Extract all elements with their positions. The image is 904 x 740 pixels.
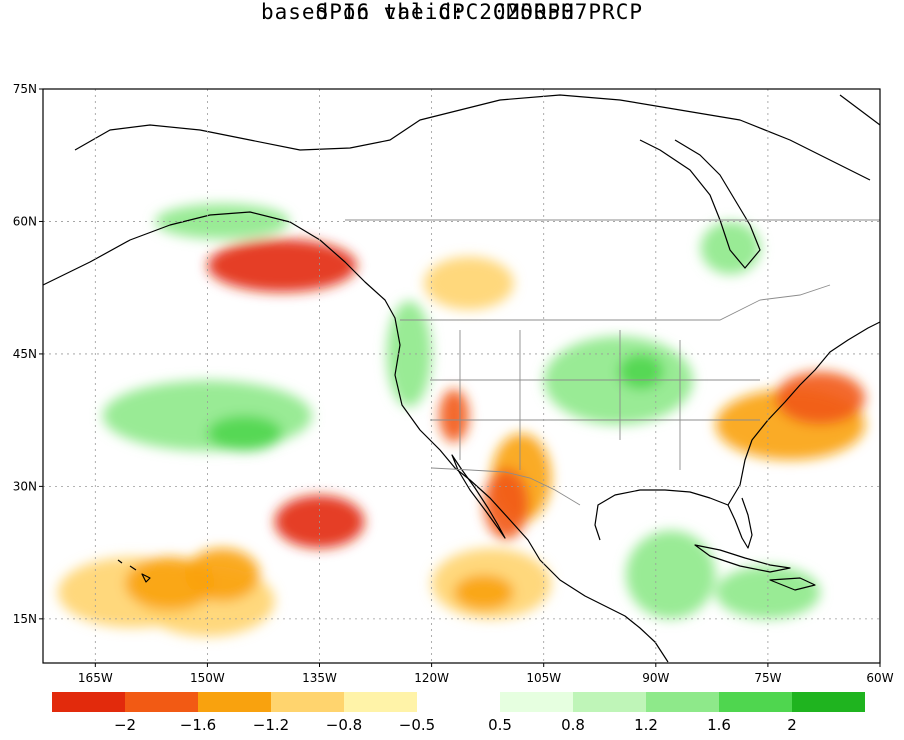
legend-label-dry: −1.6 bbox=[180, 716, 216, 734]
lon-label: 150W bbox=[190, 671, 225, 685]
legend-box-dry bbox=[198, 692, 271, 712]
lon-label: 75W bbox=[754, 671, 781, 685]
legend-label-dry: −1.2 bbox=[253, 716, 289, 734]
legend-label-wet: 1.2 bbox=[634, 716, 658, 734]
lon-label: 165W bbox=[78, 671, 113, 685]
map-subtitle: based on the CPC CMORPH PRCP bbox=[260, 0, 643, 24]
dry-anomaly-region bbox=[424, 256, 514, 310]
hawaii bbox=[117, 559, 151, 583]
political-boundaries bbox=[345, 219, 880, 506]
legend-box-dry bbox=[52, 692, 125, 712]
cuba bbox=[694, 544, 791, 573]
lat-label: 75N bbox=[13, 82, 37, 96]
legend-label-wet: 2 bbox=[787, 716, 797, 734]
map-frame bbox=[42, 88, 881, 664]
dry-anomaly-region bbox=[184, 548, 260, 602]
legend-box-dry bbox=[271, 692, 344, 712]
lon-label: 60W bbox=[866, 671, 893, 685]
legend-box-wet bbox=[573, 692, 646, 712]
legend-labels: −2 −1.6 −1.2 −0.8 −0.5 0.5 0.8 1.2 1.6 2 bbox=[114, 716, 797, 734]
lon-label: 120W bbox=[414, 671, 449, 685]
wet-anomaly-region bbox=[700, 221, 761, 275]
legend-box-wet bbox=[792, 692, 865, 712]
graticule bbox=[43, 89, 880, 663]
lon-label: 135W bbox=[302, 671, 337, 685]
legend-box-wet bbox=[646, 692, 719, 712]
lat-label: 15N bbox=[13, 612, 37, 626]
legend-box-wet bbox=[719, 692, 792, 712]
coastline-layer bbox=[43, 94, 880, 663]
legend-color-boxes bbox=[52, 692, 865, 712]
wet-anomaly-region bbox=[155, 203, 290, 240]
longitude-labels: 165W 150W 135W 120W 105W 90W 75W 60W bbox=[78, 671, 894, 685]
wet-anomaly-region bbox=[207, 415, 283, 452]
dry-anomaly-region bbox=[775, 371, 866, 425]
baja-california bbox=[451, 454, 506, 539]
greenland-edge bbox=[839, 94, 880, 126]
legend-label-dry: −0.5 bbox=[399, 716, 435, 734]
lat-label: 60N bbox=[13, 214, 37, 228]
lon-label: 105W bbox=[526, 671, 561, 685]
legend-label-wet: 0.5 bbox=[488, 716, 512, 734]
hispaniola bbox=[769, 577, 816, 591]
lat-label: 45N bbox=[13, 347, 37, 361]
legend-label-dry: −0.8 bbox=[326, 716, 362, 734]
legend-label-wet: 0.8 bbox=[561, 716, 585, 734]
axis-ticks bbox=[39, 88, 881, 667]
latitude-labels: 75N 60N 45N 30N 15N bbox=[13, 82, 37, 626]
wet-anomaly-region bbox=[715, 565, 821, 619]
dry-anomaly-region bbox=[454, 574, 514, 611]
legend-box-dry bbox=[344, 692, 417, 712]
gulf-coast bbox=[594, 321, 880, 541]
dry-anomaly-region bbox=[439, 389, 469, 443]
legend-label-wet: 1.6 bbox=[707, 716, 731, 734]
florida bbox=[727, 497, 753, 549]
legend-box-wet bbox=[500, 692, 573, 712]
legend-box-dry bbox=[125, 692, 198, 712]
arctic-coast bbox=[74, 94, 871, 181]
lat-label: 30N bbox=[13, 479, 37, 493]
legend-label-dry: −2 bbox=[114, 716, 136, 734]
map-title: SPI6 valid: 20250507 bbox=[315, 0, 589, 24]
lon-label: 90W bbox=[642, 671, 669, 685]
wet-anomaly-region bbox=[625, 530, 716, 619]
hudson-bay bbox=[639, 139, 761, 269]
north-america-coastline bbox=[43, 211, 669, 663]
